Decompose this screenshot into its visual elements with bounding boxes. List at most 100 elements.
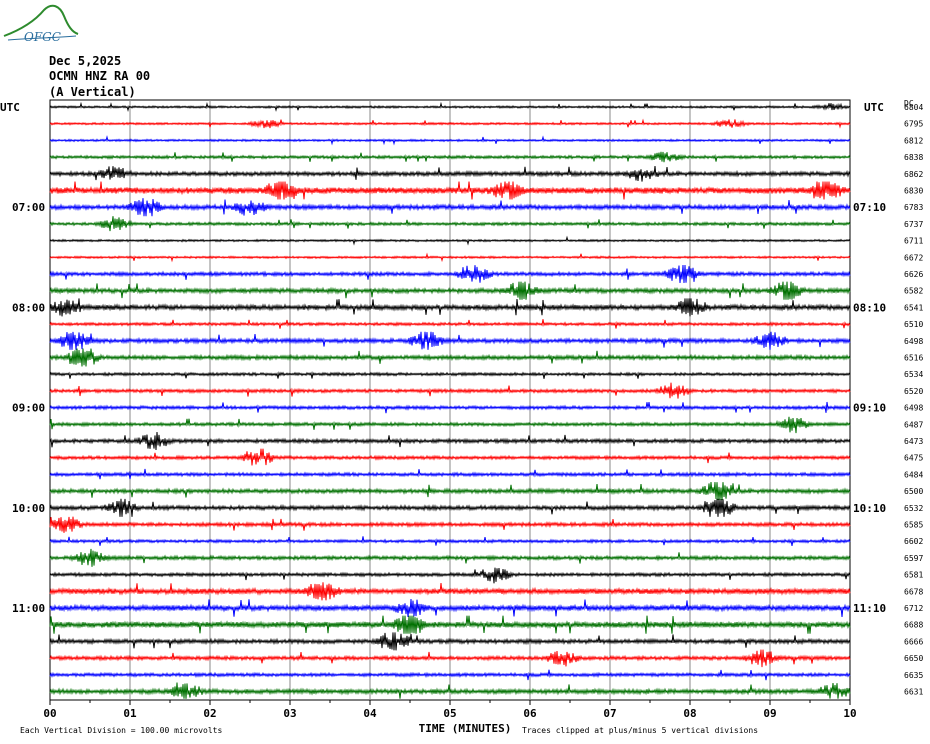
logo-text: OFGC	[24, 30, 61, 44]
seismic-trace	[49, 548, 851, 567]
dc-offset-label: 6688	[904, 621, 923, 630]
dc-offset-label: 6862	[904, 170, 923, 179]
dc-offset-label: 6484	[904, 470, 923, 479]
dc-offset-label: 6500	[904, 487, 923, 496]
seismic-trace	[49, 135, 851, 146]
dc-offset-label: 6532	[904, 504, 923, 513]
dc-offset-label: 6581	[904, 571, 923, 580]
dc-offset-label: 6498	[904, 404, 923, 413]
dc-offset-label: 6487	[904, 420, 923, 429]
seismic-trace	[49, 319, 851, 329]
seismic-trace	[49, 401, 851, 414]
right-utc-label: UTC	[864, 101, 884, 114]
seismic-trace	[49, 198, 851, 217]
dc-offset-label: 6510	[904, 320, 923, 329]
x-axis-label: TIME (MINUTES)	[419, 722, 512, 735]
seismic-trace	[49, 516, 851, 533]
dc-offset-label: 6602	[904, 537, 923, 546]
left-utc-label: UTC	[0, 101, 20, 114]
logo-swoosh	[3, 4, 79, 37]
x-tick-label: 06	[523, 707, 537, 720]
seismic-trace	[49, 331, 851, 350]
dc-offset-label: 6585	[904, 521, 923, 530]
ofgc-logo: OFGC	[3, 4, 79, 44]
seismic-trace	[49, 281, 851, 300]
header-date: Dec 5,2025	[49, 54, 122, 68]
x-tick-label: 07	[603, 707, 616, 720]
seismic-trace	[49, 615, 851, 634]
seismic-trace	[49, 252, 851, 263]
x-tick-label: 03	[283, 707, 296, 720]
dc-label: DC	[904, 99, 914, 108]
seismic-trace	[49, 151, 851, 163]
seismic-trace	[49, 632, 851, 651]
seismic-trace	[49, 101, 851, 112]
dc-offset-label: 6672	[904, 253, 923, 262]
seismic-trace	[49, 298, 851, 317]
dc-offset-label: 6783	[904, 203, 923, 212]
right-time-label: 11:10	[853, 602, 886, 615]
x-tick-label: 00	[43, 707, 56, 720]
x-tick-label: 10	[843, 707, 856, 720]
seismic-trace	[49, 264, 851, 284]
header-station: OCMN HNZ RA 00	[49, 69, 151, 83]
seismic-trace	[49, 498, 851, 517]
dc-offset-label: 6534	[904, 370, 923, 379]
dc-offset-label: 6475	[904, 454, 923, 463]
dc-offset-label: 6498	[904, 337, 923, 346]
seismic-trace	[49, 682, 851, 699]
seismic-trace	[49, 649, 851, 668]
dc-offset-label: 6711	[904, 237, 923, 246]
right-time-label: 07:10	[853, 201, 886, 214]
header-component: (A Vertical)	[49, 85, 136, 99]
left-time-label: 08:00	[12, 301, 45, 314]
left-time-label: 10:00	[12, 502, 45, 515]
seismic-trace	[49, 348, 851, 367]
dc-offset-label: 6597	[904, 554, 923, 563]
right-time-label: 10:10	[853, 502, 886, 515]
dc-offset-label: 6804	[904, 103, 923, 112]
clip-note: Traces clipped at plus/minus 5 vertical …	[522, 726, 758, 735]
left-time-label: 07:00	[12, 201, 45, 214]
x-tick-label: 05	[443, 707, 456, 720]
dc-offset-label: 6650	[904, 654, 923, 663]
dc-offset-label: 6737	[904, 220, 923, 229]
dc-offset-label: 6795	[904, 120, 923, 129]
left-time-label: 09:00	[12, 402, 45, 415]
dc-offset-label: 6631	[904, 688, 923, 697]
seismic-trace	[49, 118, 851, 129]
seismic-trace	[49, 166, 851, 182]
dc-offset-label: 6678	[904, 587, 923, 596]
x-tick-label: 02	[203, 707, 216, 720]
dc-offset-label: 6520	[904, 387, 923, 396]
seismic-trace	[49, 181, 851, 200]
seismic-trace	[49, 371, 851, 379]
seismic-trace	[49, 669, 851, 681]
seismic-trace	[49, 448, 851, 466]
dc-offset-label: 6541	[904, 303, 923, 312]
dc-offset-label: 6830	[904, 187, 923, 196]
right-time-label: 09:10	[853, 402, 886, 415]
seismic-trace	[49, 416, 851, 434]
dc-offset-label: 6582	[904, 287, 923, 296]
dc-offset-label: 6812	[904, 136, 923, 145]
scale-note: Each Vertical Division = 100.00 microvol…	[20, 726, 222, 735]
dc-offset-label: 6838	[904, 153, 923, 162]
dc-offset-label: 6473	[904, 437, 923, 446]
seismic-trace	[49, 382, 851, 399]
dc-offset-label: 6712	[904, 604, 923, 613]
seismic-trace	[49, 482, 851, 501]
x-tick-label: 01	[123, 707, 137, 720]
right-time-label: 08:10	[853, 301, 886, 314]
dc-offset-label: 6666	[904, 637, 923, 646]
seismic-trace	[49, 598, 851, 618]
dc-offset-label: 6626	[904, 270, 923, 279]
seismic-trace	[49, 468, 851, 480]
seismic-trace	[49, 582, 851, 601]
seismic-trace	[49, 567, 851, 584]
seismic-trace	[49, 536, 851, 546]
seismic-trace	[49, 216, 851, 232]
x-tick-label: 08	[683, 707, 696, 720]
x-tick-label: 09	[763, 707, 776, 720]
